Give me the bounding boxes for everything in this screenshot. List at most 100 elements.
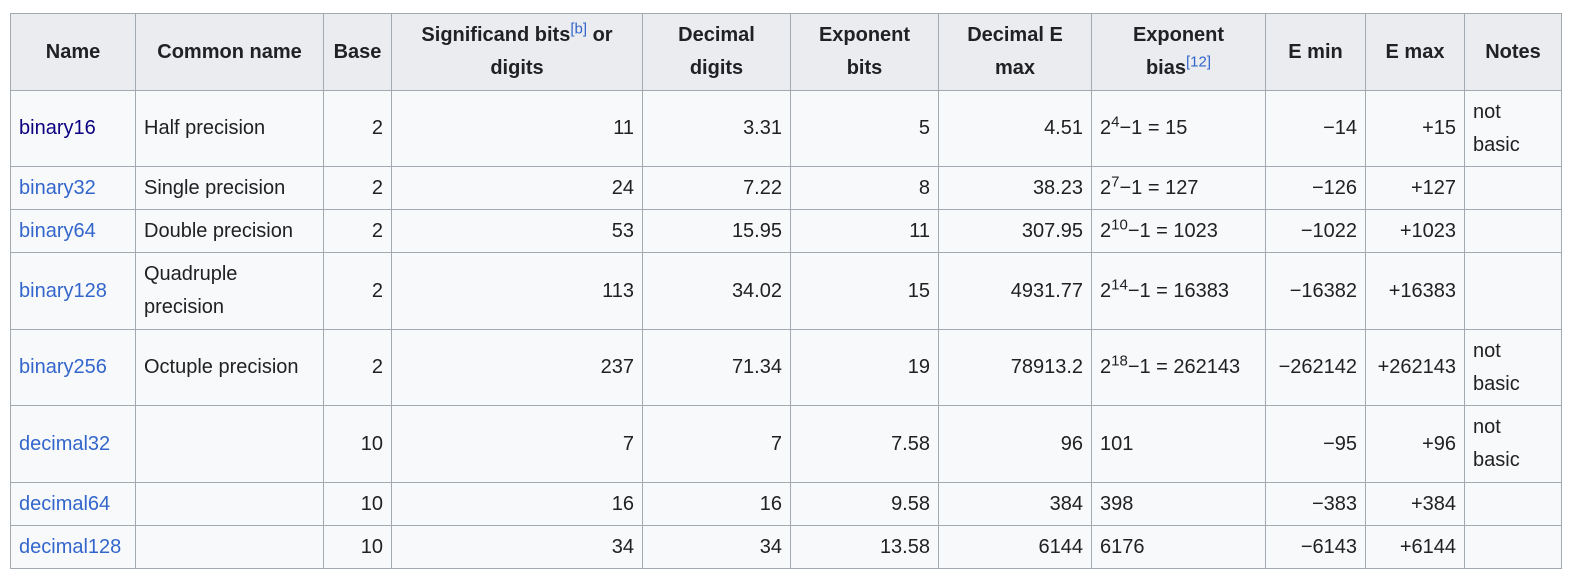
cell-base: 2 [323, 90, 392, 167]
table-row: binary256 Octuple precision 2 237 71.34 … [10, 329, 1562, 406]
cell-notes [1464, 252, 1562, 330]
header-decimal-e-max: Decimal E max [938, 13, 1092, 91]
cell-notes: not basic [1464, 405, 1562, 483]
bias-base: 2 [1100, 279, 1112, 302]
cell-e-min: −383 [1265, 482, 1366, 526]
cell-common-name: Octuple precision [135, 329, 324, 406]
header-decimal-digits: Decimal digits [642, 13, 791, 91]
table-row: decimal64 10 16 16 9.58 384 398 −383 +38… [10, 482, 1562, 526]
header-exponent-bias-label: Exponent bias [1132, 24, 1225, 79]
header-significand-suffix: or digits [490, 24, 613, 79]
header-e-max: E max [1365, 13, 1465, 91]
format-link[interactable]: decimal64 [19, 492, 111, 515]
cell-notes [1464, 482, 1562, 526]
cell-exponent-bias: 398 [1091, 482, 1266, 526]
cell-decimal-e-max: 307.95 [938, 209, 1092, 253]
footnote-12-link[interactable]: [12] [1186, 53, 1212, 71]
cell-significand: 16 [391, 482, 643, 526]
header-e-min: E min [1265, 13, 1366, 91]
cell-decimal-digits: 16 [642, 482, 791, 526]
cell-decimal-e-max: 38.23 [938, 166, 1092, 210]
format-link[interactable]: decimal32 [19, 432, 111, 455]
cell-name: binary64 [10, 209, 136, 253]
header-exponent-bits: Exponent bits [790, 13, 939, 91]
cell-exponent-bits: 7.58 [790, 405, 939, 483]
table-row: binary32 Single precision 2 24 7.22 8 38… [10, 166, 1562, 210]
cell-name: decimal64 [10, 482, 136, 526]
cell-name: decimal32 [10, 405, 136, 483]
header-significand: Significand bits[b] or digits [391, 13, 643, 91]
format-link[interactable]: binary64 [19, 219, 96, 242]
header-notes: Notes [1464, 13, 1562, 91]
cell-decimal-digits: 34 [642, 525, 791, 569]
cell-common-name [135, 482, 324, 526]
cell-name: binary16 [10, 90, 136, 167]
cell-common-name [135, 405, 324, 483]
header-common-name: Common name [135, 13, 324, 91]
cell-notes [1464, 525, 1562, 569]
cell-common-name: Single precision [135, 166, 324, 210]
cell-name: binary256 [10, 329, 136, 406]
cell-decimal-e-max: 384 [938, 482, 1092, 526]
cell-common-name: Quadruple precision [135, 252, 324, 330]
cell-exponent-bits: 9.58 [790, 482, 939, 526]
format-link[interactable]: binary32 [19, 176, 96, 199]
cell-decimal-digits: 7 [642, 405, 791, 483]
header-significand-label: Significand bits [421, 24, 571, 46]
table-row: decimal128 10 34 34 13.58 6144 6176 −614… [10, 525, 1562, 569]
cell-exponent-bits: 15 [790, 252, 939, 330]
cell-significand: 237 [391, 329, 643, 406]
cell-significand: 24 [391, 166, 643, 210]
cell-exponent-bias: 6176 [1091, 525, 1266, 569]
cell-e-min: −16382 [1265, 252, 1366, 330]
cell-e-max: +262143 [1365, 329, 1465, 406]
cell-e-max: +384 [1365, 482, 1465, 526]
cell-exponent-bits: 5 [790, 90, 939, 167]
format-link[interactable]: binary128 [19, 279, 107, 302]
table-row: decimal32 10 7 7 7.58 96 101 −95 +96 not… [10, 405, 1562, 483]
bias-base: 2 [1100, 356, 1112, 378]
format-link[interactable]: decimal128 [19, 535, 122, 558]
format-link[interactable]: binary256 [19, 356, 107, 378]
cell-name: binary128 [10, 252, 136, 330]
cell-significand: 34 [391, 525, 643, 569]
cell-decimal-e-max: 6144 [938, 525, 1092, 569]
cell-decimal-digits: 15.95 [642, 209, 791, 253]
bias-exponent: 18 [1111, 352, 1128, 370]
cell-exponent-bias: 218−1 = 262143 [1091, 329, 1266, 406]
cell-exponent-bias: 101 [1091, 405, 1266, 483]
bias-exponent: 14 [1111, 275, 1128, 293]
cell-e-min: −1022 [1265, 209, 1366, 253]
cell-decimal-e-max: 96 [938, 405, 1092, 483]
header-row: Name Common name Base Significand bits[b… [10, 13, 1562, 91]
cell-e-min: −126 [1265, 166, 1366, 210]
table-row: binary128 Quadruple precision 2 113 34.0… [10, 252, 1562, 330]
table-row: binary16 Half precision 2 11 3.31 5 4.51… [10, 90, 1562, 167]
cell-common-name: Double precision [135, 209, 324, 253]
cell-e-min: −6143 [1265, 525, 1366, 569]
format-link[interactable]: binary16 [19, 117, 96, 139]
cell-decimal-digits: 34.02 [642, 252, 791, 330]
bias-base: 2 [1100, 219, 1112, 242]
bias-result: −1 = 262143 [1127, 356, 1241, 378]
bias-result: −1 = 1023 [1127, 219, 1218, 242]
cell-e-max: +127 [1365, 166, 1465, 210]
cell-decimal-digits: 3.31 [642, 90, 791, 167]
bias-exponent: 4 [1111, 113, 1120, 131]
cell-base: 2 [323, 329, 392, 406]
cell-decimal-digits: 71.34 [642, 329, 791, 406]
header-name: Name [10, 13, 136, 91]
cell-significand: 7 [391, 405, 643, 483]
cell-name: binary32 [10, 166, 136, 210]
cell-common-name [135, 525, 324, 569]
cell-base: 2 [323, 209, 392, 253]
cell-common-name: Half precision [135, 90, 324, 167]
bias-result: −1 = 15 [1119, 117, 1188, 139]
cell-base: 2 [323, 252, 392, 330]
cell-exponent-bits: 19 [790, 329, 939, 406]
cell-exponent-bits: 11 [790, 209, 939, 253]
cell-e-max: +16383 [1365, 252, 1465, 330]
footnote-b-link[interactable]: [b] [570, 20, 588, 38]
cell-e-max: +15 [1365, 90, 1465, 167]
cell-exponent-bias: 24−1 = 15 [1091, 90, 1266, 167]
